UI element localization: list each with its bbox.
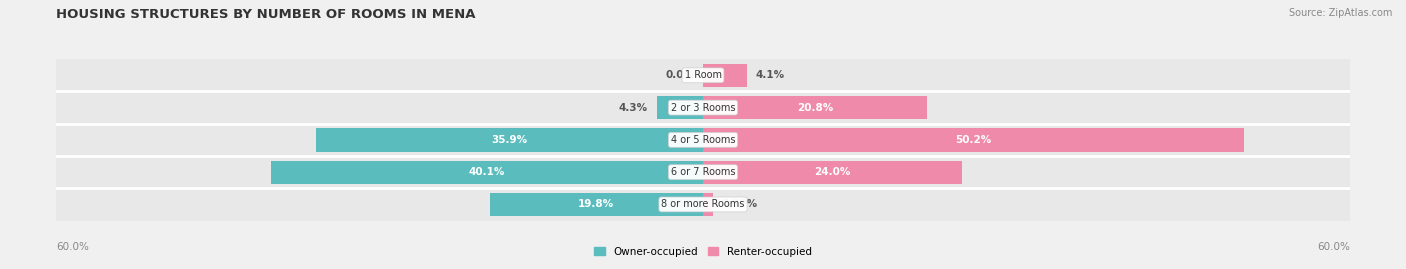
Text: 20.8%: 20.8% — [797, 102, 834, 113]
Text: 1 Room: 1 Room — [685, 70, 721, 80]
Text: 0.0%: 0.0% — [665, 70, 695, 80]
Text: 6 or 7 Rooms: 6 or 7 Rooms — [671, 167, 735, 177]
Text: 2 or 3 Rooms: 2 or 3 Rooms — [671, 102, 735, 113]
Text: 4.3%: 4.3% — [619, 102, 648, 113]
Text: 19.8%: 19.8% — [578, 199, 614, 210]
Bar — [703, 96, 927, 119]
Text: 0.92%: 0.92% — [721, 199, 758, 210]
Bar — [703, 161, 962, 184]
Bar — [56, 188, 1350, 221]
Text: 35.9%: 35.9% — [492, 135, 527, 145]
Text: Source: ZipAtlas.com: Source: ZipAtlas.com — [1288, 8, 1392, 18]
Bar — [657, 96, 703, 119]
Bar — [703, 193, 713, 216]
Legend: Owner-occupied, Renter-occupied: Owner-occupied, Renter-occupied — [591, 243, 815, 261]
Bar — [489, 193, 703, 216]
Bar — [56, 91, 1350, 124]
Text: 40.1%: 40.1% — [468, 167, 505, 177]
Bar — [56, 124, 1350, 156]
Text: 4 or 5 Rooms: 4 or 5 Rooms — [671, 135, 735, 145]
Bar — [316, 128, 703, 151]
Bar — [703, 64, 747, 87]
Text: 50.2%: 50.2% — [956, 135, 991, 145]
Text: 60.0%: 60.0% — [1317, 242, 1350, 252]
Text: 8 or more Rooms: 8 or more Rooms — [661, 199, 745, 210]
Text: HOUSING STRUCTURES BY NUMBER OF ROOMS IN MENA: HOUSING STRUCTURES BY NUMBER OF ROOMS IN… — [56, 8, 475, 21]
Text: 24.0%: 24.0% — [814, 167, 851, 177]
Bar — [56, 59, 1350, 91]
Text: 60.0%: 60.0% — [56, 242, 89, 252]
Text: 4.1%: 4.1% — [756, 70, 785, 80]
Bar — [271, 161, 703, 184]
Bar — [703, 128, 1244, 151]
Bar — [56, 156, 1350, 188]
